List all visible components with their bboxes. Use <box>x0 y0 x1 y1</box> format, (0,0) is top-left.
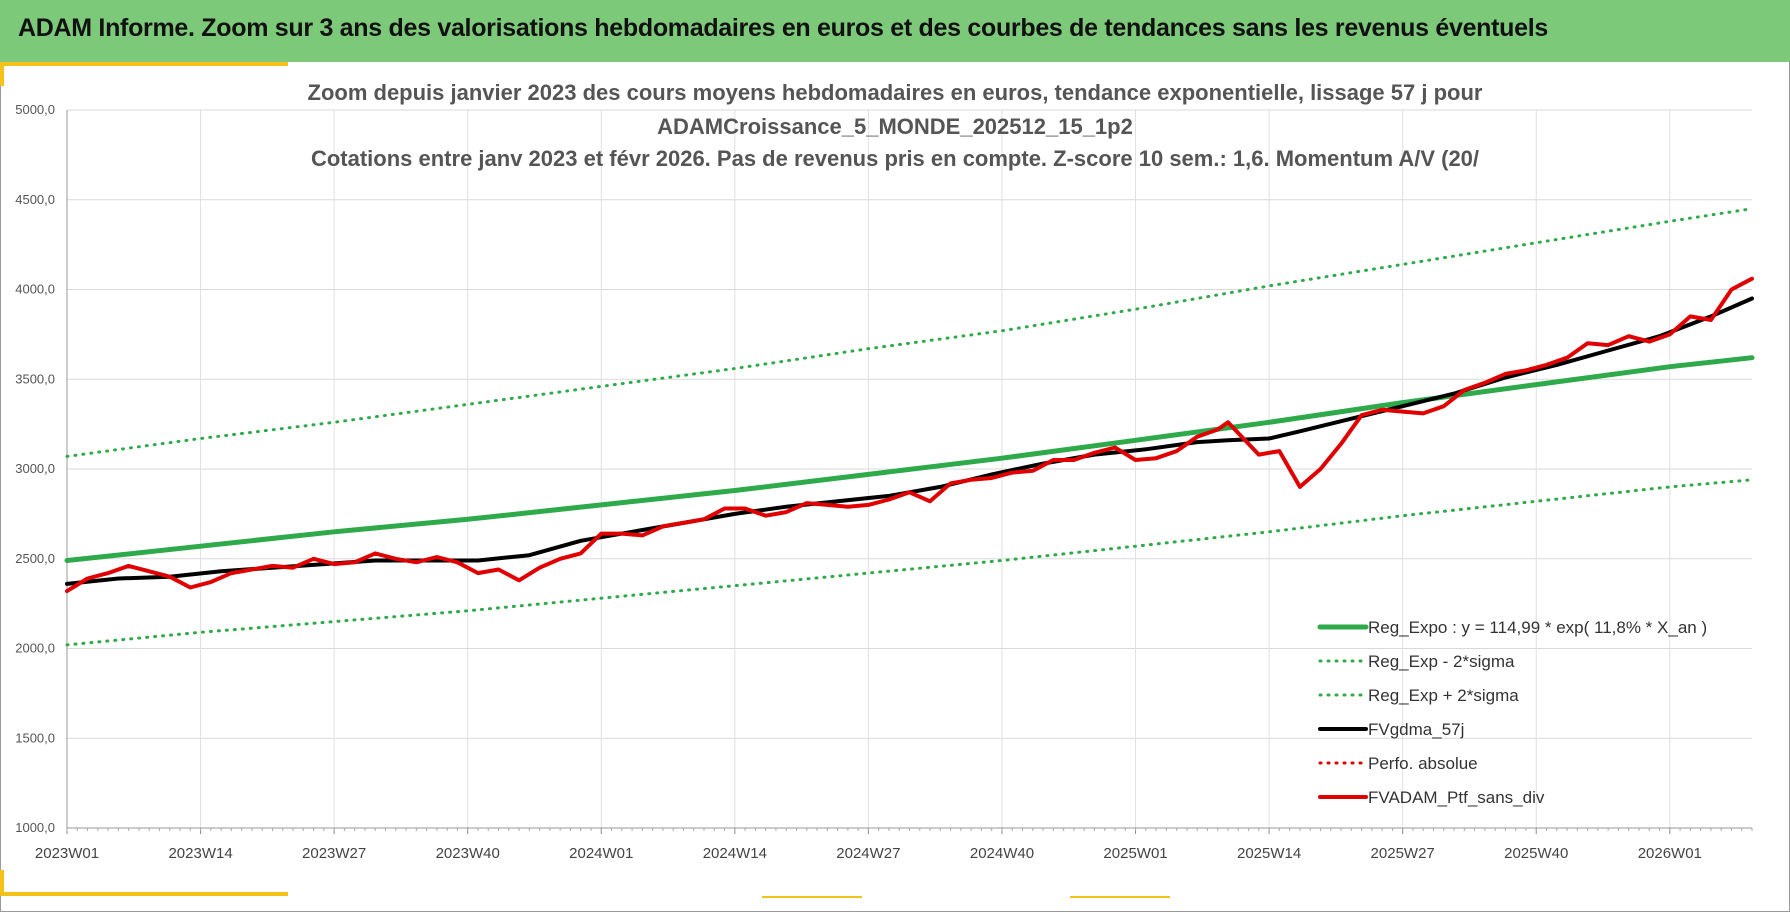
x-tick-label: 2024W40 <box>970 845 1034 862</box>
y-tick-label: 1000,0 <box>15 820 55 835</box>
x-tick-label: 2024W01 <box>569 845 633 862</box>
x-tick-label: 2025W40 <box>1504 845 1568 862</box>
accent-bar-bottom <box>0 892 288 896</box>
grid-lines <box>66 109 1753 834</box>
series-line <box>65 207 1754 458</box>
accent-bar-top-left <box>0 62 4 86</box>
y-tick-label: 1500,0 <box>15 730 55 745</box>
chart-title-line-1: Zoom depuis janvier 2023 des cours moyen… <box>308 80 1483 105</box>
y-tick-label: 4500,0 <box>15 192 55 207</box>
y-tick-label: 3000,0 <box>15 461 55 476</box>
x-tick-label: 2025W27 <box>1371 845 1435 862</box>
x-tick-label: 2023W01 <box>35 845 99 862</box>
x-tick-label: 2023W27 <box>302 845 366 862</box>
series-line <box>65 478 1754 647</box>
chart-title-line-2: ADAMCroissance_5_MONDE_202512_15_1p2 <box>657 114 1133 139</box>
legend-label: Reg_Expo : y = 114,99 * exp( 11,8% * X_a… <box>1368 618 1707 637</box>
chart-title-line-3: Cotations entre janv 2023 et févr 2026. … <box>311 146 1479 171</box>
legend-label: Reg_Exp + 2*sigma <box>1368 686 1519 705</box>
accent-bar-bottom-mid <box>762 896 862 898</box>
legend-label: FVgdma_57j <box>1368 720 1464 739</box>
accent-bar-bottom-right <box>1070 896 1170 898</box>
series-line <box>65 296 1754 586</box>
accent-bar-bottom-left <box>0 870 4 896</box>
series-line <box>64 355 1755 563</box>
y-tick-label: 2000,0 <box>15 641 55 656</box>
y-tick-label: 2500,0 <box>15 551 55 566</box>
legend-label: Reg_Exp - 2*sigma <box>1368 652 1515 671</box>
banner-title: ADAM Informe. Zoom sur 3 ans des valoris… <box>18 14 1548 42</box>
series-line <box>65 276 1754 594</box>
y-tick-label: 4000,0 <box>15 282 55 297</box>
x-tick-label: 2023W40 <box>436 845 500 862</box>
y-axis-ticks: 1000,0 1500,0 2000,0 2500,0 3000,0 3500,0 4000… <box>15 102 55 835</box>
series-lines <box>64 207 1755 647</box>
x-tick-label: 2024W27 <box>836 845 900 862</box>
accent-bar-top <box>0 62 288 66</box>
x-tick-label: 2023W14 <box>168 845 232 862</box>
y-tick-label: 5000,0 <box>15 102 55 117</box>
chart-title: Zoom depuis janvier 2023 des cours moyen… <box>308 80 1483 171</box>
x-axis-ticks: 2023W01 2023W14 2023W27 2023W40 2024W01 2024W… <box>35 845 1702 862</box>
x-tick-label: 2025W01 <box>1103 845 1167 862</box>
x-tick-label: 2025W14 <box>1237 845 1301 862</box>
legend: Reg_Expo : y = 114,99 * exp( 11,8% * X_a… <box>1317 618 1707 807</box>
legend-label: FVADAM_Ptf_sans_div <box>1368 788 1545 807</box>
title-banner: ADAM Informe. Zoom sur 3 ans des valoris… <box>0 0 1790 62</box>
legend-label: Perfo. absolue <box>1368 754 1478 773</box>
y-tick-label: 3500,0 <box>15 371 55 386</box>
x-tick-label: 2024W14 <box>703 845 767 862</box>
x-tick-label: 2026W01 <box>1638 845 1702 862</box>
